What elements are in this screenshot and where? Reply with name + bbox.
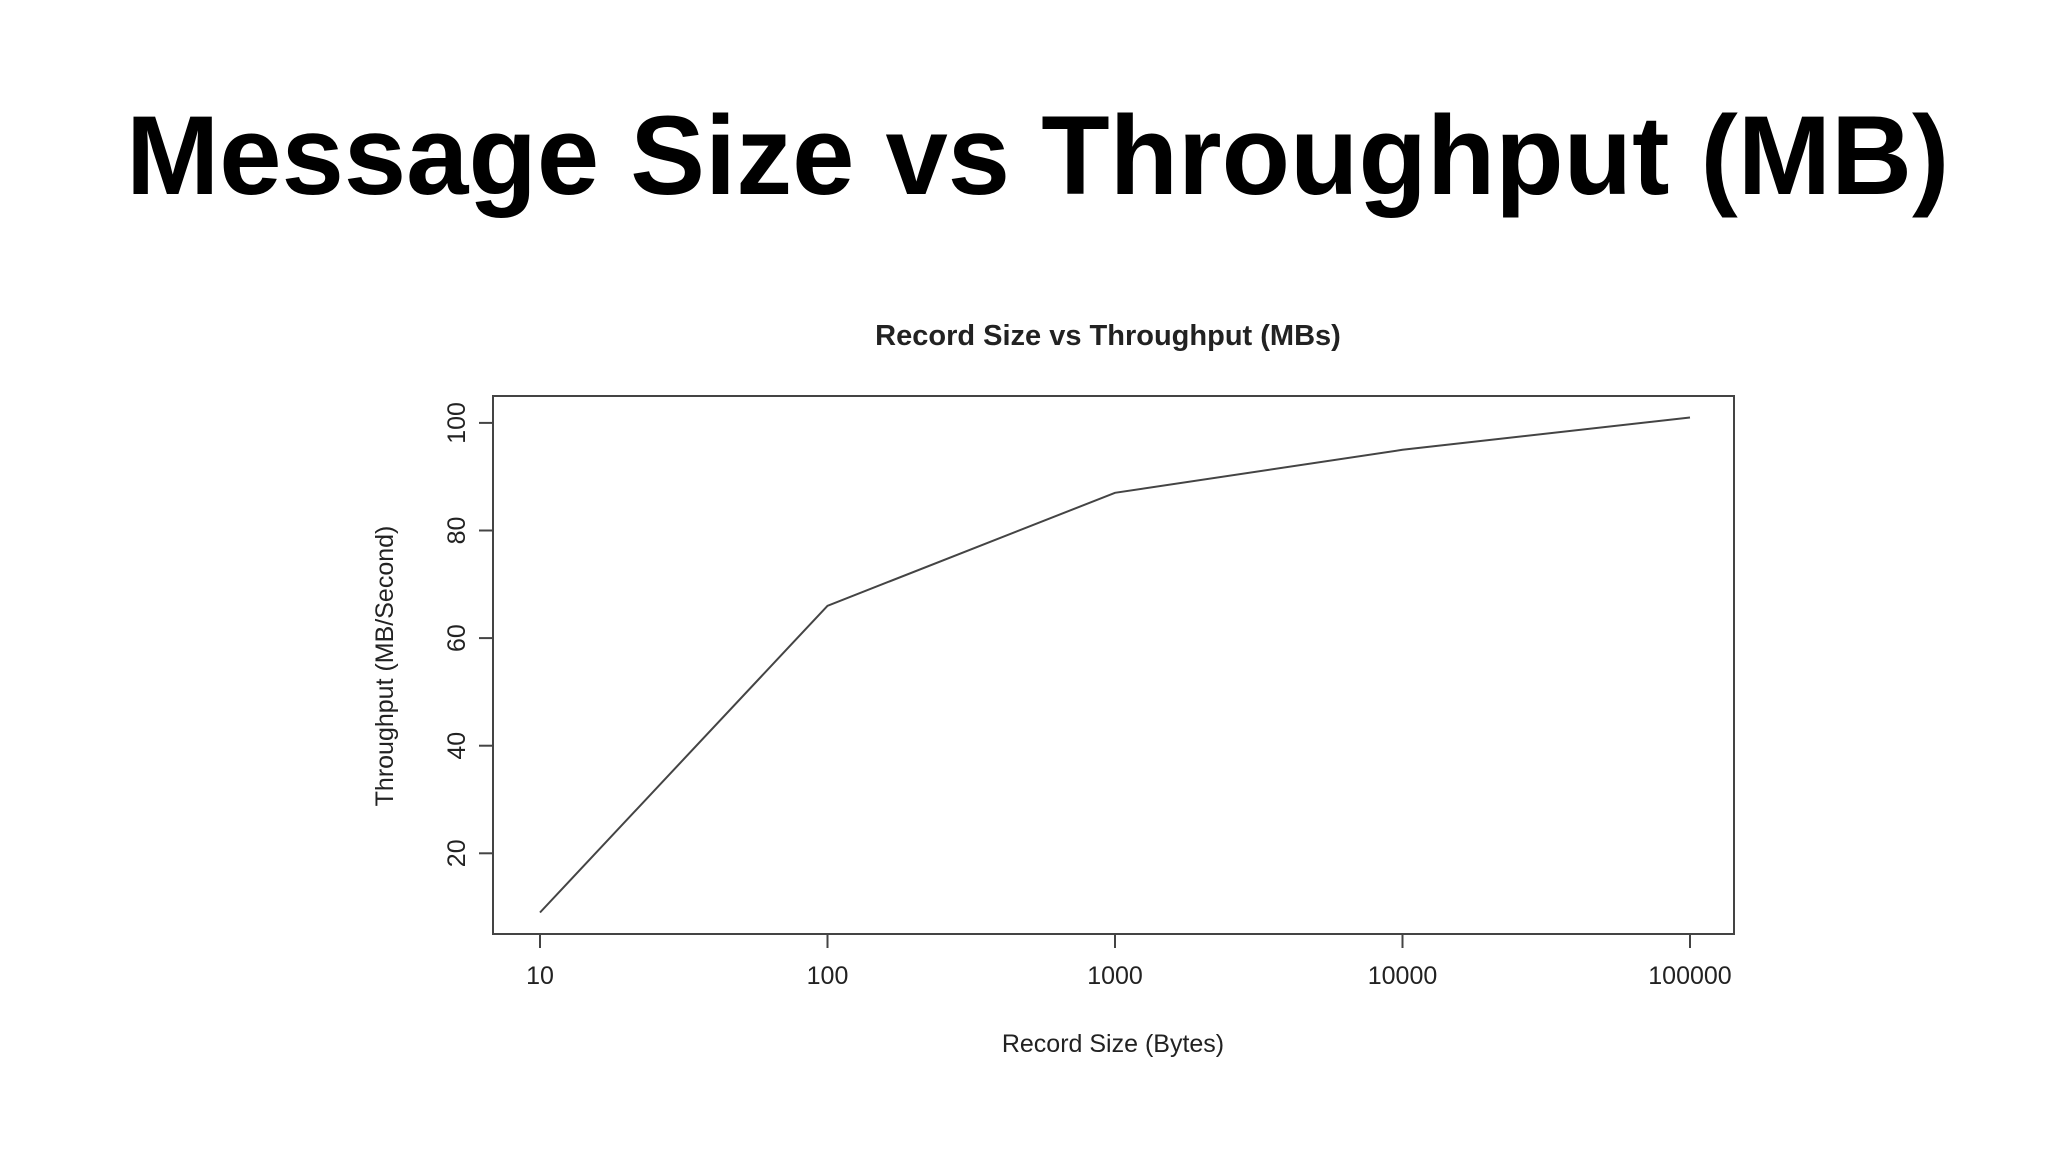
x-tick-label: 1000 [1087, 962, 1143, 990]
y-tick-label: 40 [443, 732, 471, 760]
x-tick-label: 10 [526, 962, 554, 990]
plot-frame [492, 395, 1735, 935]
throughput-series-line [539, 416, 1691, 914]
x-tick-label: 100000 [1648, 962, 1731, 990]
x-axis-label: Record Size (Bytes) [1002, 1030, 1224, 1058]
x-axis: 10 100 1000 10000 100000 [526, 934, 1732, 990]
y-axis: 20 40 60 80 100 [443, 402, 493, 867]
x-tick-label: 10000 [1368, 962, 1438, 990]
y-tick-label: 100 [443, 402, 471, 444]
y-tick-label: 20 [443, 839, 471, 867]
slide-title: Message Size vs Throughput (MB) [126, 93, 1950, 218]
y-tick-label: 80 [443, 517, 471, 545]
y-axis-label: Throughput (MB/Second) [371, 526, 399, 807]
x-tick-label: 100 [807, 962, 849, 990]
y-tick-label: 60 [443, 624, 471, 652]
chart-title: Record Size vs Throughput (MBs) [875, 320, 1341, 352]
